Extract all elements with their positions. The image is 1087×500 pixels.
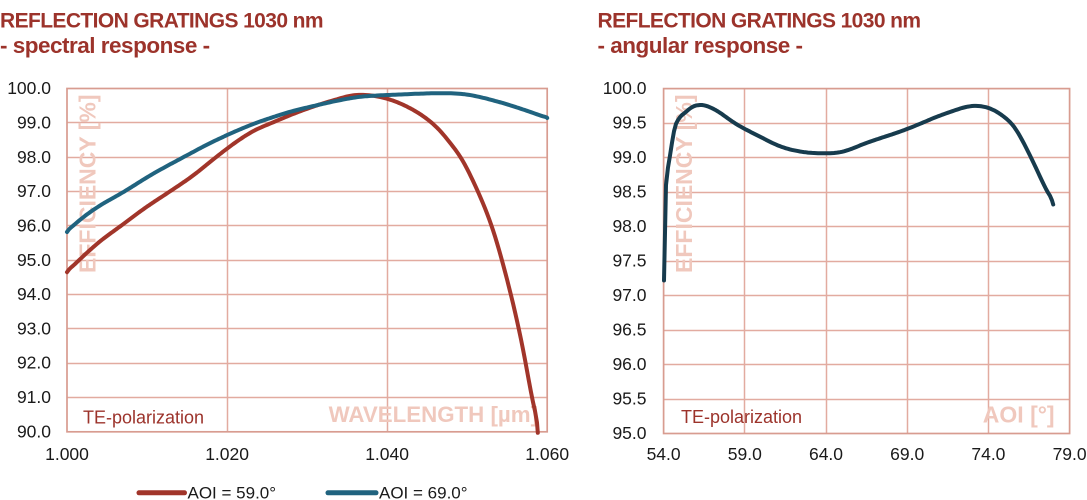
svg-text:1.000: 1.000	[45, 444, 89, 464]
svg-text:90.0: 90.0	[17, 421, 51, 441]
svg-text:EFFICIENCY [%]: EFFICIENCY [%]	[671, 95, 697, 273]
svg-text:96.0: 96.0	[612, 354, 646, 374]
svg-text:95.0: 95.0	[612, 423, 646, 443]
svg-text:100.0: 100.0	[603, 78, 647, 98]
svg-text:91.0: 91.0	[17, 387, 51, 407]
svg-text:98.0: 98.0	[17, 147, 51, 167]
svg-text:95.5: 95.5	[612, 389, 646, 409]
svg-text:98.5: 98.5	[612, 182, 646, 202]
svg-text:99.0: 99.0	[612, 147, 646, 167]
svg-text:TE-polarization: TE-polarization	[83, 408, 204, 428]
svg-text:97.5: 97.5	[612, 251, 646, 271]
svg-text:59.0: 59.0	[728, 444, 762, 464]
svg-text:AOI = 59.0°: AOI = 59.0°	[188, 483, 277, 500]
svg-text:64.0: 64.0	[809, 444, 843, 464]
svg-text:1.020: 1.020	[205, 444, 249, 464]
svg-text:94.0: 94.0	[17, 284, 51, 304]
svg-text:REFLECTION GRATINGS 1030 nm: REFLECTION GRATINGS 1030 nm	[598, 10, 921, 33]
svg-text:95.0: 95.0	[17, 250, 51, 270]
svg-text:96.5: 96.5	[612, 320, 646, 340]
svg-text:99.5: 99.5	[612, 113, 646, 133]
svg-text:- angular response -: - angular response -	[598, 33, 803, 58]
svg-text:96.0: 96.0	[17, 215, 51, 235]
svg-text:- spectral response -: - spectral response -	[0, 33, 210, 58]
svg-text:WAVELENGTH [µm]: WAVELENGTH [µm]	[329, 402, 538, 427]
svg-text:54.0: 54.0	[647, 444, 681, 464]
svg-text:93.0: 93.0	[17, 318, 51, 338]
svg-text:74.0: 74.0	[971, 444, 1005, 464]
svg-text:99.0: 99.0	[17, 112, 51, 132]
svg-text:TE-polarization: TE-polarization	[681, 407, 802, 427]
svg-text:1.040: 1.040	[365, 444, 409, 464]
svg-text:REFLECTION GRATINGS 1030 nm: REFLECTION GRATINGS 1030 nm	[0, 10, 323, 33]
svg-text:97.0: 97.0	[17, 181, 51, 201]
svg-text:100.0: 100.0	[7, 78, 51, 98]
svg-text:AOI = 69.0°: AOI = 69.0°	[379, 483, 468, 500]
svg-text:AOI [°]: AOI [°]	[983, 402, 1055, 428]
svg-text:69.0: 69.0	[890, 444, 924, 464]
svg-text:1.060: 1.060	[525, 444, 569, 464]
svg-text:92.0: 92.0	[17, 353, 51, 373]
svg-text:97.0: 97.0	[612, 285, 646, 305]
svg-text:98.0: 98.0	[612, 216, 646, 236]
svg-text:79.0: 79.0	[1053, 444, 1087, 464]
